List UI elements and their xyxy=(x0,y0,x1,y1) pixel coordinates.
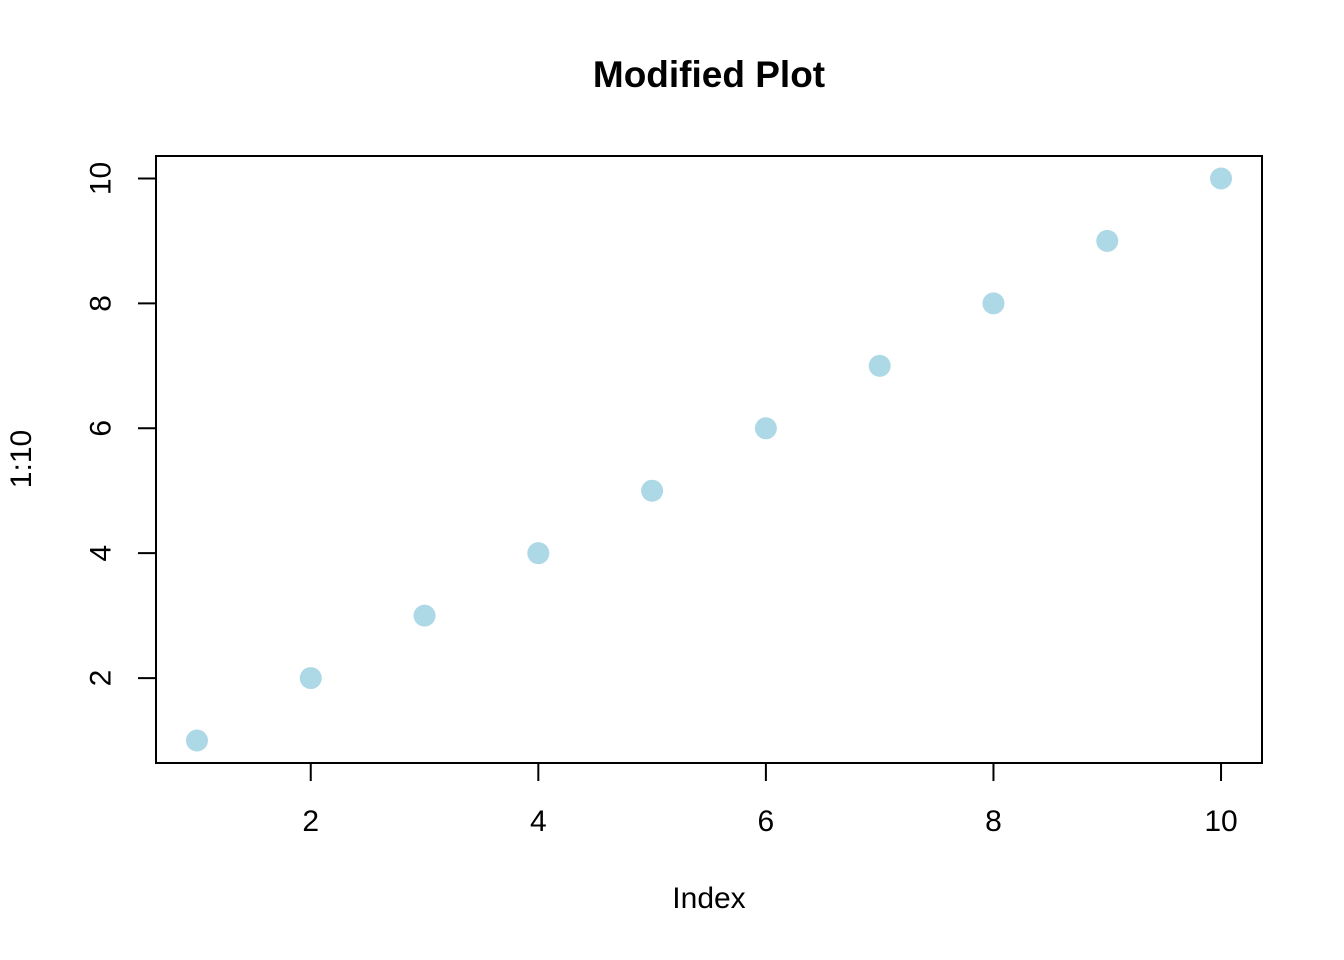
data-point xyxy=(754,417,777,440)
data-point xyxy=(527,542,550,565)
y-tick-label: 2 xyxy=(85,670,118,687)
data-point xyxy=(185,729,208,752)
y-tick-label: 10 xyxy=(85,162,118,195)
x-axis-label: Index xyxy=(672,882,746,915)
chart-title: Modified Plot xyxy=(592,54,826,95)
data-point xyxy=(982,292,1005,315)
x-tick-label: 2 xyxy=(302,805,319,838)
data-point xyxy=(1210,167,1233,190)
data-point xyxy=(868,354,891,377)
x-tick-label: 8 xyxy=(985,805,1002,838)
plot-border xyxy=(155,155,1263,764)
y-tick-label: 8 xyxy=(85,295,118,312)
x-tick-label: 4 xyxy=(530,805,547,838)
y-tick-label: 6 xyxy=(85,420,118,437)
data-point xyxy=(641,479,664,502)
data-point xyxy=(413,604,436,627)
data-point xyxy=(299,667,322,690)
y-axis-label: 1:10 xyxy=(5,429,38,489)
x-tick-label: 6 xyxy=(758,805,775,838)
data-point xyxy=(1096,229,1119,252)
y-tick-label: 4 xyxy=(85,545,118,562)
x-tick-label: 10 xyxy=(1204,805,1237,838)
